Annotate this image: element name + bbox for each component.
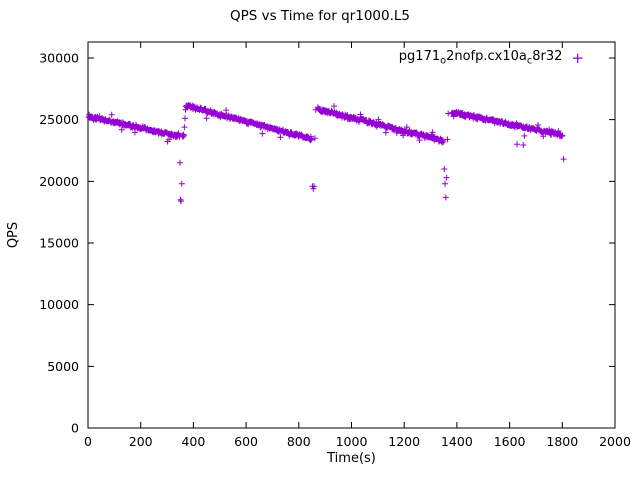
svg-text:30000: 30000 bbox=[39, 51, 79, 66]
svg-text:0: 0 bbox=[71, 421, 79, 436]
svg-text:200: 200 bbox=[129, 434, 153, 449]
svg-text:1400: 1400 bbox=[441, 434, 473, 449]
svg-text:400: 400 bbox=[181, 434, 205, 449]
svg-text:600: 600 bbox=[234, 434, 258, 449]
svg-text:15000: 15000 bbox=[39, 236, 79, 251]
svg-text:800: 800 bbox=[287, 434, 311, 449]
svg-text:0: 0 bbox=[84, 434, 92, 449]
svg-text:10000: 10000 bbox=[39, 297, 79, 312]
svg-text:5000: 5000 bbox=[47, 359, 79, 374]
legend-series-label: pg171o2nofp.cx10ac8r32 bbox=[398, 49, 563, 67]
svg-text:1600: 1600 bbox=[494, 434, 526, 449]
svg-text:1800: 1800 bbox=[546, 434, 578, 449]
svg-text:2000: 2000 bbox=[599, 434, 631, 449]
svg-text:25000: 25000 bbox=[39, 112, 79, 127]
svg-text:1000: 1000 bbox=[336, 434, 368, 449]
plus-marker-icon: + bbox=[571, 48, 584, 67]
chart-title: QPS vs Time for qr1000.L5 bbox=[229, 8, 410, 24]
svg-text:1200: 1200 bbox=[388, 434, 420, 449]
y-axis-label: QPS bbox=[6, 221, 21, 249]
legend: pg171o2nofp.cx10ac8r32 + bbox=[399, 49, 584, 67]
x-axis-label: Time(s) bbox=[327, 451, 376, 466]
svg-text:20000: 20000 bbox=[39, 174, 79, 189]
